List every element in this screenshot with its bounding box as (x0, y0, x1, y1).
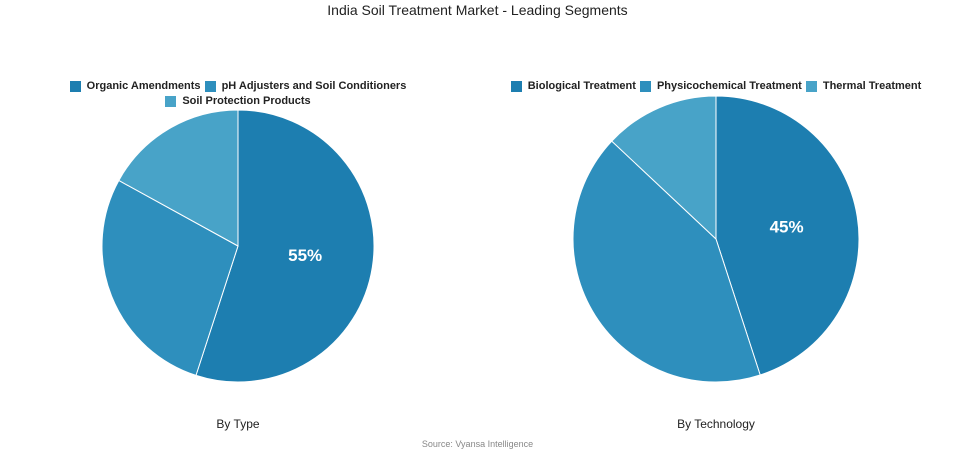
legend-item: Soil Protection Products (165, 95, 311, 107)
legend: Organic Amendments pH Adjusters and Soil … (58, 80, 418, 107)
legend-label: Organic Amendments (86, 80, 201, 92)
legend-swatch (805, 80, 817, 92)
pie-slice (195, 109, 375, 383)
legend-swatch (165, 95, 177, 107)
legend-swatch (639, 80, 651, 92)
data-label: 45% (770, 217, 804, 236)
legend-item: Biological Treatment (510, 80, 636, 92)
legend-label: pH Adjusters and Soil Conditioners (221, 80, 407, 92)
pie-slice (101, 179, 239, 376)
legend-label: Soil Protection Products (182, 95, 311, 107)
legend-label: Physicochemical Treatment (656, 80, 802, 92)
chart-subtitle: By Technology (677, 417, 755, 431)
source-note: Source: Vyansa Intelligence (421, 439, 534, 449)
chart-subtitle: By Type (216, 417, 259, 431)
pie-slice (118, 109, 239, 247)
legend-label: Biological Treatment (527, 80, 636, 92)
pie-slice (572, 140, 761, 383)
data-label: 55% (288, 246, 322, 265)
pie-slice (715, 95, 860, 376)
legend-item: Thermal Treatment (805, 80, 922, 92)
chart-title: India Soil Treatment Market - Leading Se… (327, 2, 628, 18)
legend-swatch (204, 80, 216, 92)
legend-item: Physicochemical Treatment (639, 80, 802, 92)
legend-swatch (510, 80, 522, 92)
legend-item: Organic Amendments (69, 80, 201, 92)
legend-item: pH Adjusters and Soil Conditioners (204, 80, 407, 92)
legend: Biological Treatment Physicochemical Trea… (496, 80, 936, 92)
legend-label: Thermal Treatment (822, 80, 922, 92)
pie-slice (611, 95, 717, 241)
legend-swatch (69, 80, 81, 92)
